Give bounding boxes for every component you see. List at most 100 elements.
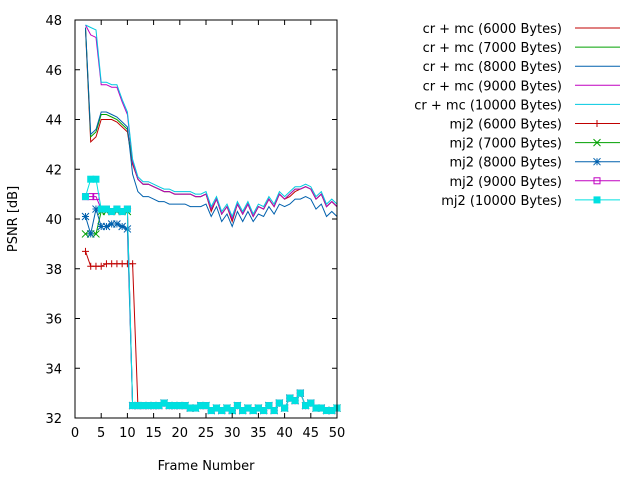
filled-square-marker (129, 402, 137, 410)
x-tick-label: 50 (329, 426, 346, 441)
filled-square-marker (176, 402, 184, 410)
y-tick-label: 38 (45, 263, 62, 278)
legend-entry-8: mj2 (8000 Bytes) (449, 156, 620, 171)
series-7 (81, 207, 341, 415)
filled-square-marker (160, 399, 168, 407)
legend-label: mj2 (9000 Bytes) (449, 175, 562, 190)
star-marker (593, 157, 601, 166)
filled-square-marker (139, 402, 147, 410)
legend-entry-4: cr + mc (9000 Bytes) (423, 79, 620, 94)
series-line (85, 208, 338, 412)
star-marker (81, 212, 90, 221)
filled-square-marker (302, 402, 310, 410)
plus-marker (593, 120, 601, 127)
legend-entry-2: cr + mc (7000 Bytes) (423, 41, 620, 56)
x-tick-label: 35 (250, 426, 267, 441)
legend-label: cr + mc (6000 Bytes) (423, 22, 562, 37)
star-marker (92, 205, 100, 213)
y-tick-label: 42 (45, 163, 62, 178)
legend: cr + mc (6000 Bytes) cr + mc (7000 Bytes)… (414, 22, 620, 209)
filled-square-marker (254, 404, 262, 412)
filled-square-marker (197, 402, 205, 410)
y-tick-label: 34 (45, 362, 62, 377)
legend-label: mj2 (6000 Bytes) (449, 118, 562, 133)
axes-layer: 0 5 10 15 20 25 30 35 40 45 50 32 34 36 38 40 42 44 46 48 (45, 14, 345, 441)
y-tick-label: 46 (45, 64, 62, 79)
x-tick-label: 5 (97, 426, 105, 441)
filled-square-marker (281, 404, 289, 412)
x-tick-label: 25 (198, 426, 215, 441)
series-line (85, 211, 338, 412)
y-tick-label: 32 (45, 412, 62, 427)
filled-square-marker (244, 404, 252, 412)
legend-entry-5: cr + mc (10000 Bytes) (414, 98, 620, 113)
legend-entry-7: mj2 (7000 Bytes) (449, 137, 620, 152)
filled-square-marker (275, 399, 283, 407)
filled-square-marker (81, 193, 89, 201)
star-marker (102, 222, 111, 231)
filled-square-marker (87, 175, 95, 183)
filled-square-marker (102, 205, 110, 213)
filled-square-marker (249, 407, 257, 415)
filled-square-marker (296, 389, 304, 397)
x-tick-label: 20 (172, 426, 189, 441)
filled-square-marker (192, 404, 200, 412)
x-tick-label: 45 (303, 426, 320, 441)
filled-square-marker (328, 407, 336, 415)
legend-label: cr + mc (10000 Bytes) (414, 98, 562, 113)
series-line (85, 24, 338, 218)
filled-square-marker (155, 402, 163, 410)
plus-marker (97, 262, 105, 270)
open-square-marker (593, 177, 601, 185)
legend-entry-9: mj2 (9000 Bytes) (449, 175, 620, 190)
x-tick-label: 0 (71, 426, 79, 441)
x-tick-label: 30 (224, 426, 241, 441)
filled-square-marker (207, 407, 215, 415)
series-8 (81, 205, 341, 415)
filled-square-marker (144, 402, 152, 410)
filled-square-marker (317, 404, 325, 412)
plot-border (74, 19, 338, 419)
legend-label: cr + mc (8000 Bytes) (423, 60, 562, 75)
filled-square-marker (108, 208, 116, 216)
legend-label: mj2 (7000 Bytes) (449, 137, 562, 152)
filled-square-marker (118, 208, 126, 216)
star-marker (118, 222, 127, 231)
legend-entry-10: mj2 (10000 Bytes) (441, 194, 620, 209)
series-6 (81, 247, 341, 415)
legend-entry-6: mj2 (6000 Bytes) (449, 118, 620, 133)
star-marker (123, 225, 132, 233)
y-tick-label: 44 (45, 114, 62, 129)
legend-entry-3: cr + mc (8000 Bytes) (423, 60, 620, 75)
cross-marker (593, 138, 601, 147)
filled-square-marker (181, 402, 189, 410)
star-marker (97, 222, 106, 231)
plus-marker (81, 247, 89, 255)
legend-label: mj2 (8000 Bytes) (449, 156, 562, 171)
filled-square-marker (270, 407, 278, 415)
x-tick-label: 15 (145, 426, 162, 441)
filled-square-marker (312, 404, 320, 412)
y-tick-label: 48 (45, 14, 62, 29)
filled-square-marker (228, 407, 236, 415)
star-marker (113, 220, 121, 228)
filled-square-marker (218, 407, 226, 415)
series-10 (81, 175, 341, 415)
filled-square-marker (171, 402, 179, 410)
plus-marker (129, 260, 137, 268)
legend-label: mj2 (10000 Bytes) (441, 194, 562, 209)
filled-square-marker (286, 394, 294, 402)
filled-square-marker (223, 404, 231, 412)
legend-entry-1: cr + mc (6000 Bytes) (423, 22, 620, 37)
series-line (85, 27, 338, 228)
filled-square-marker (134, 402, 142, 410)
filled-square-marker (307, 399, 315, 407)
filled-square-marker (113, 205, 121, 213)
filled-square-marker (97, 205, 105, 213)
filled-square-marker (260, 407, 268, 415)
filled-square-marker (233, 402, 241, 410)
x-axis-label: Frame Number (158, 459, 256, 474)
filled-square-marker (239, 407, 247, 415)
filled-square-marker (323, 407, 331, 415)
